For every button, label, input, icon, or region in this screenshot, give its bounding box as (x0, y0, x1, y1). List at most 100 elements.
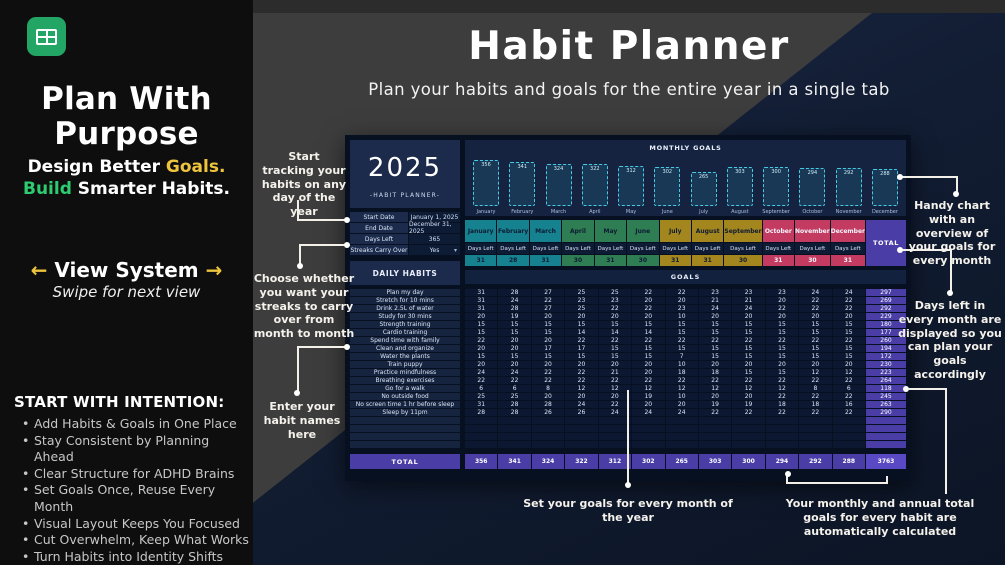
goal-cell[interactable] (698, 433, 732, 440)
goal-cell[interactable]: 20 (632, 369, 665, 376)
goal-cell[interactable]: 20 (531, 393, 565, 400)
goal-cell[interactable] (498, 425, 531, 432)
goal-cell[interactable]: 22 (698, 377, 732, 384)
goal-cell[interactable] (732, 417, 765, 424)
goal-cell[interactable]: 22 (765, 393, 799, 400)
goal-cell[interactable]: 20 (665, 401, 698, 408)
goal-cell[interactable] (665, 433, 698, 440)
goal-cell[interactable]: 22 (632, 289, 665, 296)
goal-cell[interactable]: 20 (732, 361, 765, 368)
goal-cell[interactable] (498, 417, 531, 424)
goal-cell[interactable]: 15 (465, 353, 498, 360)
goal-cell[interactable] (832, 417, 865, 424)
goal-cell[interactable]: 7 (665, 353, 698, 360)
goal-cell[interactable]: 22 (765, 377, 799, 384)
habit-name-cell[interactable]: No outside food (350, 393, 460, 400)
arrow-left-icon[interactable]: ← (30, 258, 48, 282)
goal-cell[interactable]: 18 (765, 401, 799, 408)
goal-cell[interactable]: 31 (465, 401, 498, 408)
habit-name-cell[interactable]: Train puppy (350, 361, 460, 368)
goal-cell[interactable]: 15 (498, 321, 531, 328)
goal-cell[interactable]: 6 (498, 385, 531, 392)
goal-cell[interactable]: 15 (698, 329, 732, 336)
goal-cell[interactable] (498, 433, 531, 440)
habit-name-cell[interactable]: Plan my day (350, 289, 460, 296)
goal-cell[interactable]: 15 (565, 321, 598, 328)
goal-cell[interactable]: 20 (732, 393, 765, 400)
habit-name-cell-empty[interactable] (350, 417, 460, 424)
habit-name-cell[interactable]: Drink 2.5L of water (350, 305, 460, 312)
goal-cell[interactable] (598, 417, 632, 424)
goal-cell[interactable]: 14 (598, 329, 632, 336)
goal-cell[interactable] (832, 441, 865, 448)
goal-cell[interactable] (565, 441, 598, 448)
habit-name-cell[interactable]: Stretch for 10 mins (350, 297, 460, 304)
goal-cell[interactable] (799, 417, 832, 424)
goal-cell[interactable]: 20 (531, 337, 565, 344)
goal-cell[interactable]: 22 (799, 337, 832, 344)
goal-cell[interactable] (632, 441, 665, 448)
goal-cell[interactable]: 15 (632, 345, 665, 352)
goal-cell[interactable]: 24 (498, 369, 531, 376)
goal-cell[interactable] (832, 433, 865, 440)
goal-cell[interactable]: 20 (598, 313, 632, 320)
goal-cell[interactable]: 15 (832, 353, 865, 360)
goal-cell[interactable]: 20 (698, 393, 732, 400)
goal-cell[interactable]: 20 (465, 313, 498, 320)
goal-cell[interactable]: 22 (565, 337, 598, 344)
goal-cell[interactable]: 27 (531, 289, 565, 296)
goal-cell[interactable]: 22 (598, 337, 632, 344)
goal-cell[interactable]: 20 (498, 337, 531, 344)
goal-cell[interactable]: 22 (465, 377, 498, 384)
goal-cell[interactable]: 15 (531, 329, 565, 336)
goal-cell[interactable]: 31 (465, 289, 498, 296)
goal-cell[interactable]: 25 (565, 305, 598, 312)
goal-cell[interactable]: 12 (732, 385, 765, 392)
goal-cell[interactable]: 21 (598, 369, 632, 376)
goal-cell[interactable]: 20 (765, 297, 799, 304)
goal-cell[interactable]: 22 (765, 337, 799, 344)
goal-cell[interactable]: 15 (732, 345, 765, 352)
goal-cell[interactable]: 24 (832, 289, 865, 296)
goal-cell[interactable]: 15 (765, 353, 799, 360)
goal-cell[interactable]: 22 (832, 297, 865, 304)
goal-cell[interactable]: 12 (565, 385, 598, 392)
goal-cell[interactable]: 20 (565, 361, 598, 368)
goal-cell[interactable]: 24 (465, 369, 498, 376)
goal-cell[interactable] (799, 425, 832, 432)
goal-cell[interactable]: 15 (632, 353, 665, 360)
goal-cell[interactable]: 20 (799, 361, 832, 368)
goal-cell[interactable]: 25 (565, 289, 598, 296)
goal-cell[interactable]: 12 (632, 385, 665, 392)
goal-cell[interactable]: 15 (799, 353, 832, 360)
goal-cell[interactable] (565, 433, 598, 440)
goal-cell[interactable]: 15 (765, 369, 799, 376)
goal-cell[interactable] (732, 433, 765, 440)
goal-cell[interactable]: 10 (665, 313, 698, 320)
goal-cell[interactable]: 20 (732, 313, 765, 320)
goal-cell[interactable]: 20 (465, 345, 498, 352)
goal-cell[interactable]: 19 (698, 401, 732, 408)
habit-name-cell[interactable]: No screen time 1 hr before sleep (350, 401, 460, 408)
goal-cell[interactable]: 10 (665, 393, 698, 400)
goal-cell[interactable] (531, 417, 565, 424)
goal-cell[interactable] (498, 441, 531, 448)
goal-cell[interactable] (732, 441, 765, 448)
goal-cell[interactable] (565, 425, 598, 432)
goal-cell[interactable]: 24 (498, 297, 531, 304)
goal-cell[interactable]: 20 (632, 313, 665, 320)
goal-cell[interactable]: 18 (698, 369, 732, 376)
goal-cell[interactable]: 18 (799, 401, 832, 408)
arrow-right-icon[interactable]: → (205, 258, 223, 282)
goal-cell[interactable]: 26 (531, 409, 565, 416)
goal-cell[interactable]: 22 (531, 377, 565, 384)
goal-cell[interactable]: 22 (832, 305, 865, 312)
goal-cell[interactable]: 15 (598, 345, 632, 352)
goal-cell[interactable] (765, 441, 799, 448)
goal-cell[interactable]: 15 (832, 321, 865, 328)
goal-cell[interactable]: 26 (565, 409, 598, 416)
goal-cell[interactable]: 12 (832, 369, 865, 376)
goal-cell[interactable]: 24 (565, 401, 598, 408)
goal-cell[interactable] (765, 433, 799, 440)
goal-cell[interactable]: 20 (498, 345, 531, 352)
